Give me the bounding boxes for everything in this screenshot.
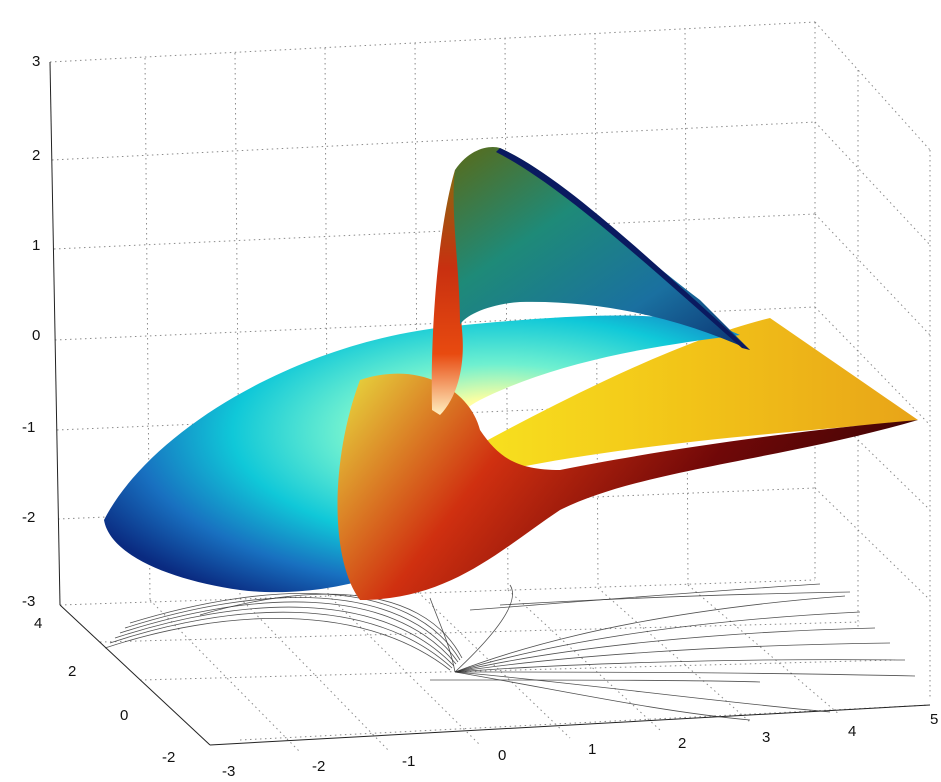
z-tick-label: 2 — [32, 147, 40, 164]
x-tick-label: -1 — [402, 753, 415, 770]
axes — [49, 61, 931, 746]
y-axis-ticks: 4 2 0 -2 — [34, 615, 175, 766]
z-tick-label: -3 — [22, 593, 35, 610]
x-tick-label: 2 — [678, 735, 686, 752]
x-tick-label: 0 — [498, 747, 506, 764]
y-tick-label: 2 — [68, 663, 76, 680]
z-tick-label: 3 — [32, 53, 40, 70]
z-axis-ticks: 3 2 1 0 -1 -2 -3 — [22, 53, 40, 610]
y-tick-label: 0 — [120, 707, 128, 724]
x-tick-label: 5 — [930, 711, 938, 728]
x-axis-ticks: -3 -2 -1 0 1 2 3 4 5 — [222, 711, 938, 780]
x-tick-label: -2 — [312, 758, 325, 775]
surface — [104, 147, 918, 600]
y-tick-label: -2 — [162, 749, 175, 766]
z-tick-label: 0 — [32, 327, 40, 344]
x-tick-label: 1 — [588, 741, 596, 758]
floor-projection-lines — [104, 583, 916, 721]
x-tick-label: 3 — [762, 729, 770, 746]
z-tick-label: -2 — [22, 509, 35, 526]
x-tick-label: 4 — [848, 723, 856, 740]
z-tick-label: -1 — [22, 419, 35, 436]
y-tick-label: 4 — [34, 615, 42, 632]
x-tick-label: -3 — [222, 763, 235, 780]
z-tick-label: 1 — [32, 237, 40, 254]
